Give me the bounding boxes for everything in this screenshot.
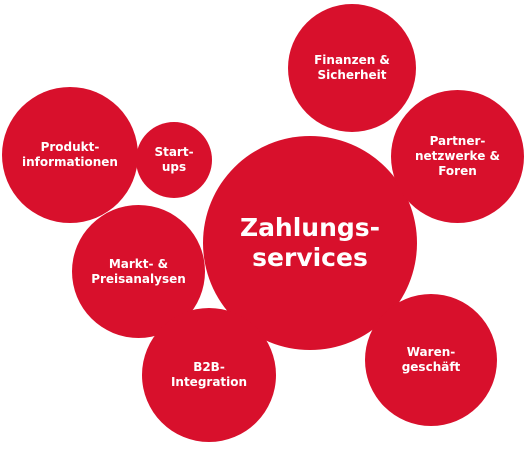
bubble-partnernetzwerke-foren: Partner- netzwerke & Foren [391, 90, 524, 223]
bubble-warengeschaeft: Waren- geschäft [365, 294, 497, 426]
bubble-label-finanzen: Finanzen & Sicherheit [314, 53, 390, 82]
bubble-produktinformationen: Produkt- informationen [2, 87, 138, 223]
central-bubble-label: Zahlungs- services [239, 213, 381, 272]
bubble-label-waren: Waren- geschäft [401, 345, 461, 374]
bubble-label-b2b: B2B- Integration [170, 360, 248, 389]
bubble-label-markt: Markt- & Preisanalysen [91, 256, 186, 286]
bubble-finanzen-sicherheit: Finanzen & Sicherheit [288, 4, 416, 132]
bubble-label-startups: Start- ups [154, 145, 194, 174]
bubble-startups: Start- ups [136, 122, 212, 198]
bubble-label-partner: Partner- netzwerke & Foren [415, 134, 500, 178]
bubble-b2b-integration: B2B- Integration [142, 308, 276, 442]
bubble-label-produkt: Produkt- informationen [22, 140, 118, 169]
